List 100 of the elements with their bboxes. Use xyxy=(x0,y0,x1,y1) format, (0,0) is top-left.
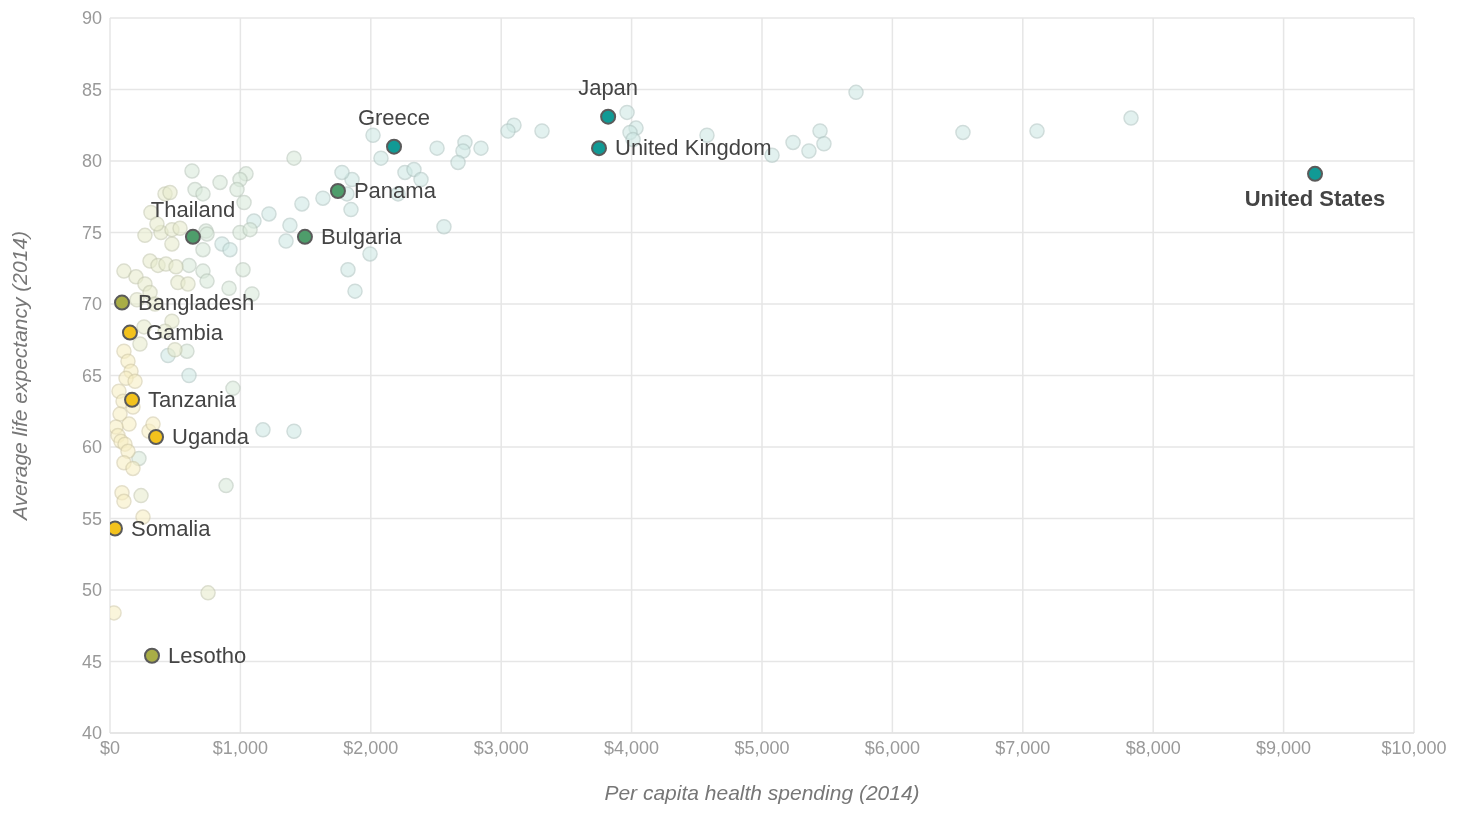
point xyxy=(181,367,197,384)
point xyxy=(329,183,346,200)
point xyxy=(145,416,161,432)
point xyxy=(296,228,313,245)
point xyxy=(343,201,359,218)
x-tick-label: $4,000 xyxy=(604,737,660,758)
point xyxy=(294,196,310,212)
point xyxy=(116,493,132,510)
annotation: Lesotho xyxy=(167,642,247,668)
point xyxy=(255,422,271,438)
point xyxy=(619,104,635,121)
point xyxy=(386,138,403,155)
annotation: Gambia xyxy=(145,319,224,345)
y-tick-label: 80 xyxy=(81,151,102,172)
y-tick-label: 85 xyxy=(81,79,102,100)
annotation: United Kingdom xyxy=(615,135,772,161)
point xyxy=(1307,165,1324,182)
x-tick-label: $1,000 xyxy=(212,737,268,758)
point xyxy=(801,143,817,159)
x-axis-title: Per capita health spending (2014) xyxy=(604,781,920,804)
point xyxy=(127,373,143,389)
point xyxy=(218,477,234,494)
y-tick-label: 55 xyxy=(81,508,102,529)
point xyxy=(591,140,607,157)
point xyxy=(242,221,258,238)
point xyxy=(112,406,128,422)
point xyxy=(334,164,350,181)
x-tick-label: $5,000 xyxy=(734,737,790,758)
x-tick-label: $6,000 xyxy=(864,737,920,758)
point xyxy=(373,150,389,166)
point xyxy=(124,391,141,408)
point xyxy=(600,108,617,125)
point xyxy=(816,136,832,152)
point xyxy=(184,228,201,245)
point xyxy=(195,186,211,202)
x-tick-label: $9,000 xyxy=(1256,737,1312,758)
point xyxy=(162,184,178,201)
point xyxy=(500,123,516,139)
point xyxy=(278,233,294,249)
y-tick-label: 90 xyxy=(81,8,102,29)
y-axis-title: Average life expectancy (2014) xyxy=(8,230,32,523)
point xyxy=(473,140,489,156)
point xyxy=(534,123,550,139)
point xyxy=(121,416,137,432)
point xyxy=(812,123,828,139)
annotation: Panama xyxy=(353,178,437,204)
annotation: Bulgaria xyxy=(320,223,403,249)
point xyxy=(132,336,148,352)
point xyxy=(184,163,200,179)
point xyxy=(116,263,132,279)
point xyxy=(114,294,130,311)
point xyxy=(1029,123,1045,139)
point xyxy=(133,487,149,504)
point xyxy=(199,273,215,289)
point xyxy=(222,241,238,258)
point xyxy=(848,84,864,101)
point xyxy=(167,342,183,358)
point xyxy=(236,194,252,211)
point xyxy=(172,220,188,236)
x-tick-label: $2,000 xyxy=(343,737,399,758)
annotation: United States xyxy=(1244,185,1386,211)
point xyxy=(450,154,466,171)
point xyxy=(261,206,277,222)
point xyxy=(429,140,445,156)
annotation: Bangladesh xyxy=(138,289,255,315)
point xyxy=(181,257,197,274)
y-tick-label: 65 xyxy=(81,365,102,386)
annotation: Japan xyxy=(578,74,639,100)
y-tick-label: 75 xyxy=(81,222,102,243)
annotation: Greece xyxy=(357,104,431,130)
y-tick-label: 70 xyxy=(81,294,102,315)
annotation: Thailand xyxy=(150,196,236,222)
point xyxy=(955,124,971,141)
point xyxy=(212,174,228,191)
point xyxy=(200,585,216,601)
point xyxy=(347,283,363,299)
point xyxy=(340,261,356,278)
point xyxy=(282,217,298,234)
point xyxy=(137,227,153,244)
y-tick-label: 50 xyxy=(81,580,102,601)
annotation: Uganda xyxy=(172,423,250,449)
point xyxy=(1123,110,1139,126)
x-tick-label: $7,000 xyxy=(995,737,1051,758)
point xyxy=(286,423,302,440)
point xyxy=(143,647,160,664)
point xyxy=(286,150,302,166)
point xyxy=(125,460,141,477)
point xyxy=(121,324,138,341)
x-tick-label: $3,000 xyxy=(473,737,529,758)
annotation: Somalia xyxy=(130,515,212,541)
point xyxy=(436,219,452,235)
point xyxy=(235,261,251,278)
point xyxy=(168,259,184,275)
x-tick-label: $8,000 xyxy=(1125,737,1181,758)
point xyxy=(164,236,180,252)
point xyxy=(315,190,331,206)
point xyxy=(180,276,196,292)
y-tick-label: 60 xyxy=(81,437,102,458)
point xyxy=(229,181,245,198)
x-tick-label: $0 xyxy=(99,737,121,758)
